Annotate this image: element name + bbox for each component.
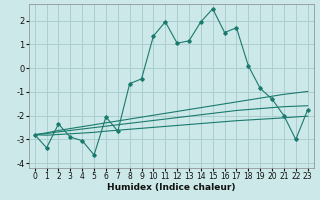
X-axis label: Humidex (Indice chaleur): Humidex (Indice chaleur) (107, 183, 236, 192)
